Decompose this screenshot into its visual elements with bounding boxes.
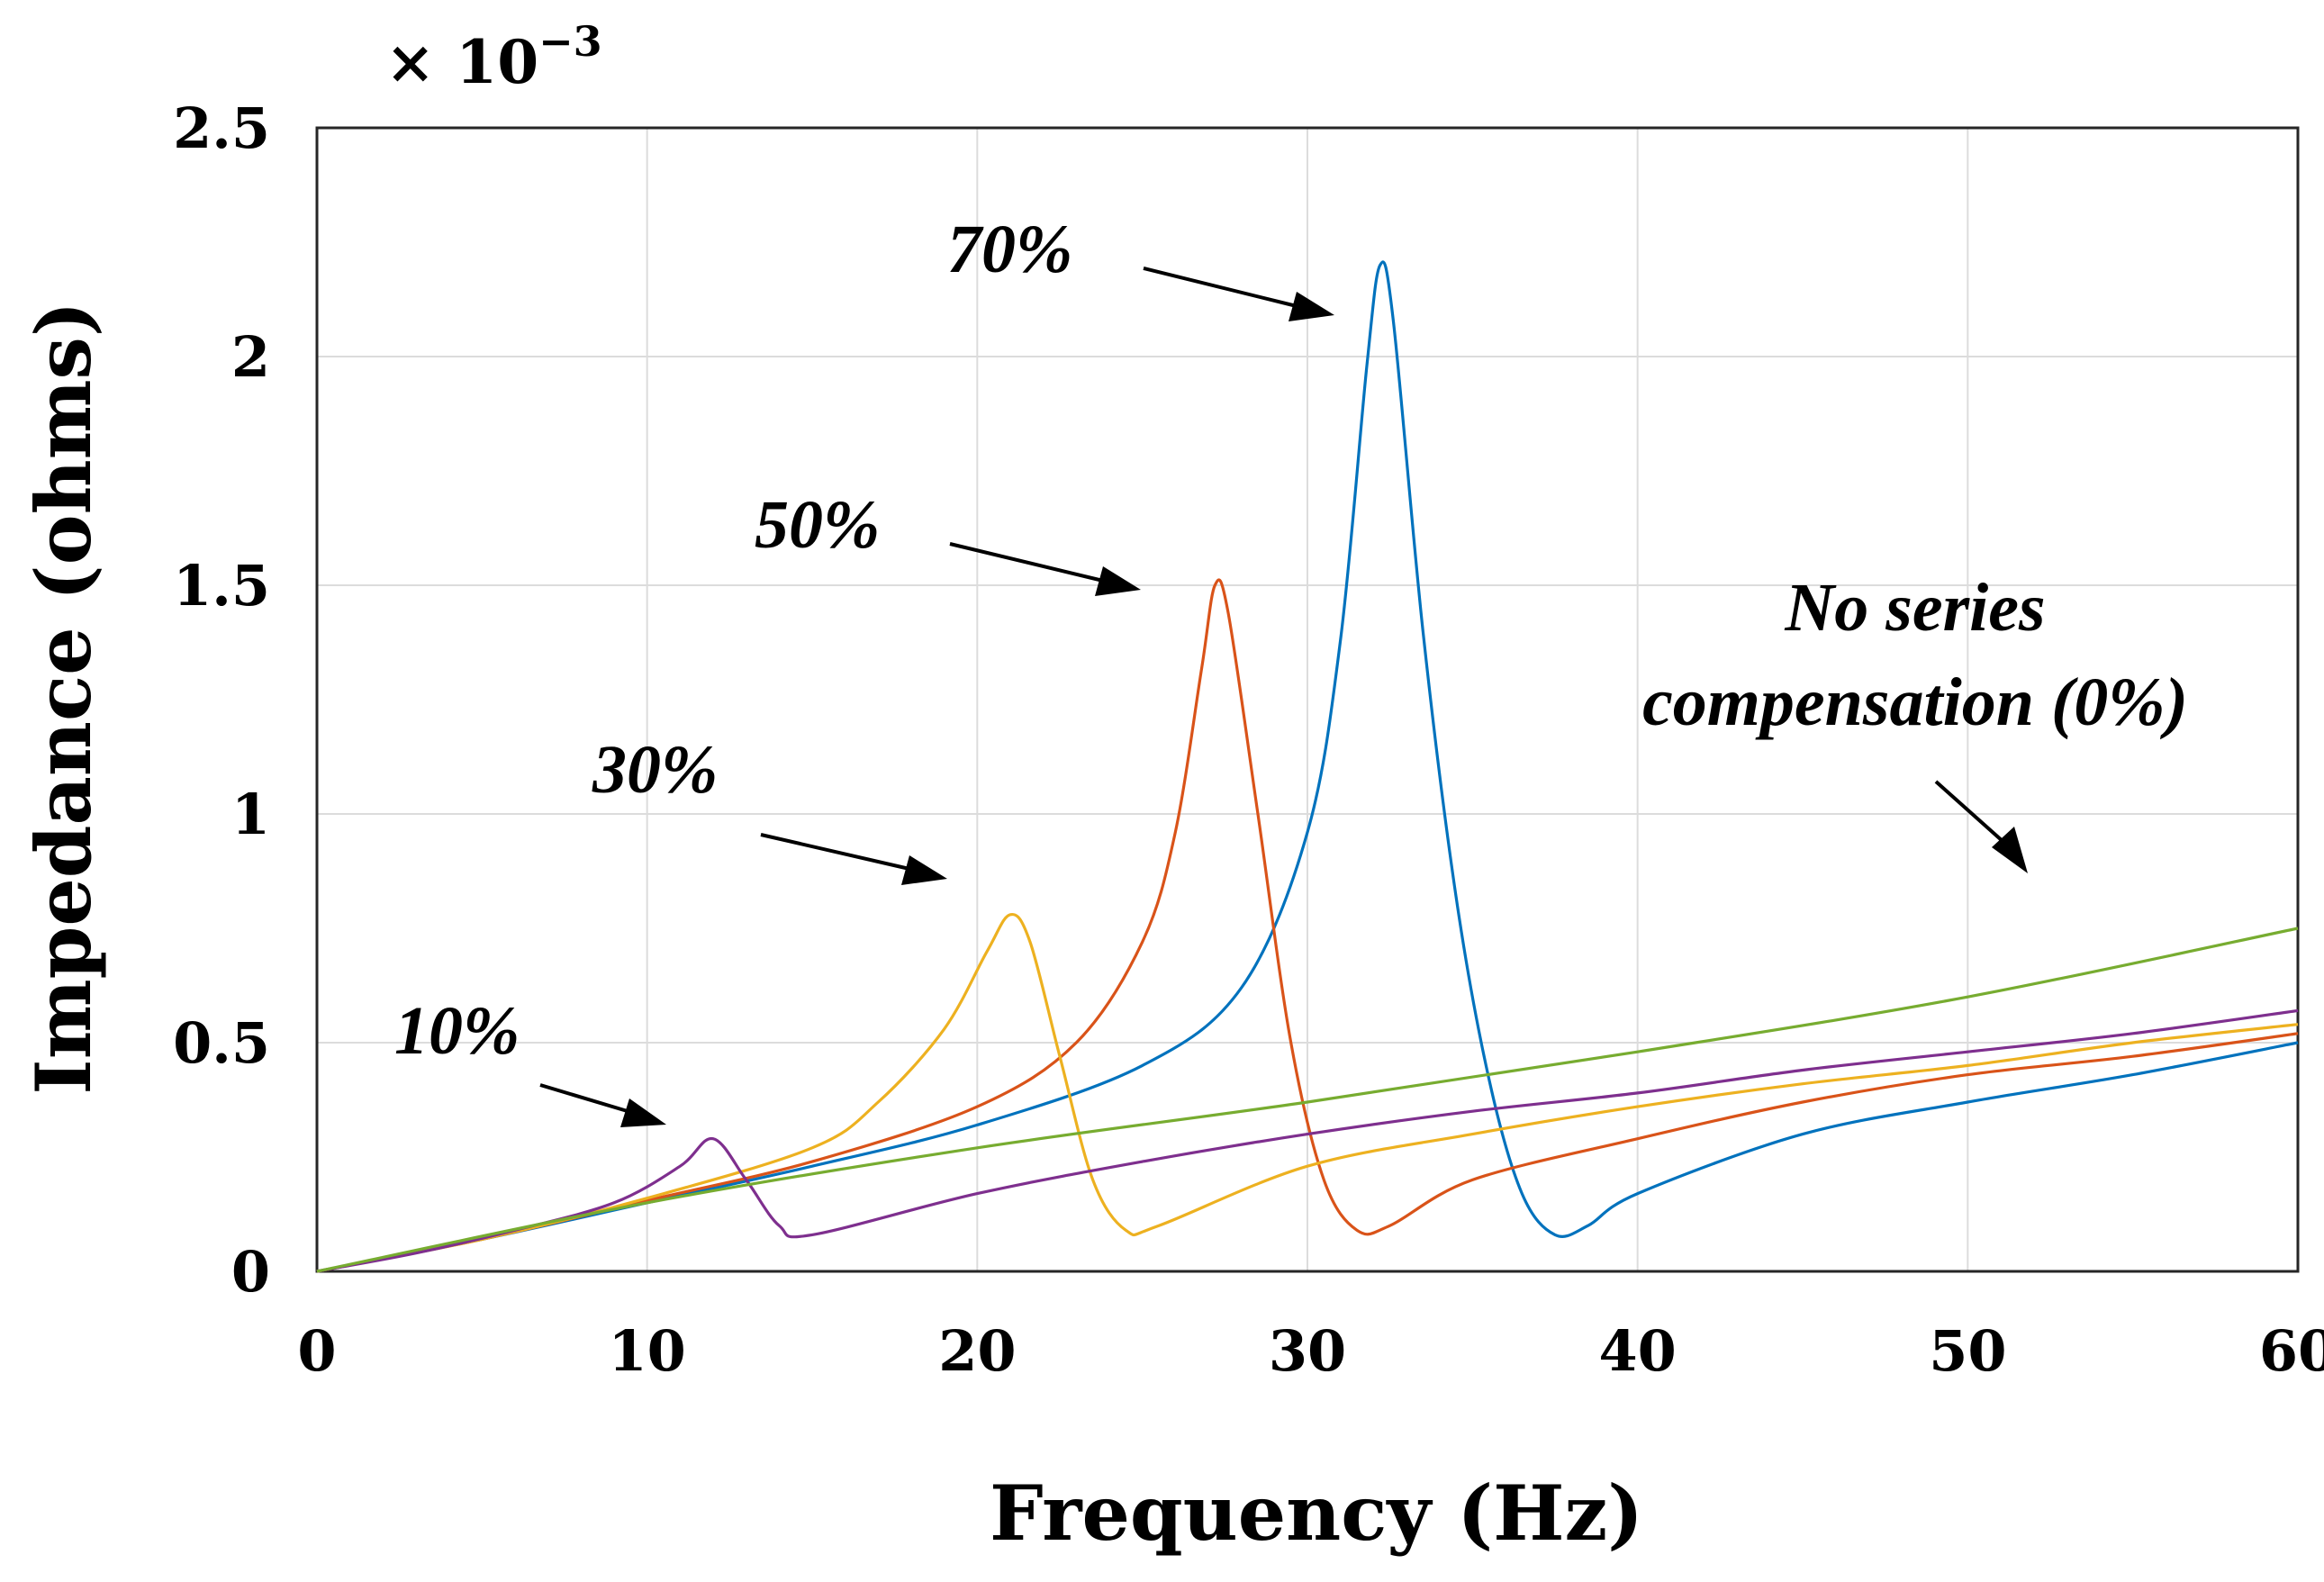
series-line-4 [316,927,2299,1273]
y-tick-label: 1 [231,782,270,847]
x-tick-label: 50 [1929,1318,2006,1384]
annotation-arrowhead-30 [901,855,947,885]
annotation-label-no-compensation-line2: compensation (0%) [1642,664,2188,740]
x-tick-label: 40 [1599,1318,1677,1384]
x-tick-label: 60 [2259,1318,2324,1384]
y-tick-label: 1.5 [173,553,270,619]
annotation-label-70: 70% [947,212,1072,287]
series-line-3 [316,1008,2299,1273]
series-line-0 [316,260,2299,1273]
x-tick-label: 10 [609,1318,686,1384]
annotation-arrowhead-70 [1289,292,1334,321]
y-axis-multiplier-exponent: −3 [538,17,602,66]
annotations: 70% 50% 30% 10% No series compensation (… [394,212,2188,1127]
annotation-arrowhead-50 [1095,566,1141,596]
x-axis-title: Frequency (Hz) [990,1469,1643,1558]
y-axis-title: Impedance (ohms) [19,301,108,1094]
y-tick-label: 0.5 [173,1010,270,1076]
annotation-label-10: 10% [394,993,520,1069]
x-tick-label: 0 [297,1318,336,1384]
series-lines [316,260,2299,1273]
annotation-label-no-compensation-line1: No series [1784,570,2045,646]
y-axis-multiplier: × 10−3 [385,17,602,97]
series-line-2 [316,912,2299,1273]
annotation-arrow-no-compensation [1934,780,2005,844]
y-tick-labels: 0 0.5 1 1.5 2 2.5 [173,95,270,1305]
y-axis-multiplier-base: × 10 [385,27,538,97]
annotation-arrow-30 [760,833,910,871]
axes-box [315,126,2300,1273]
x-tick-label: 30 [1269,1318,1346,1384]
series-line-1 [316,578,2299,1273]
y-tick-label: 0 [231,1239,270,1305]
annotation-label-30: 30% [592,732,718,808]
annotation-arrow-50 [949,542,1104,583]
y-tick-label: 2 [231,324,270,390]
annotation-label-50: 50% [755,487,880,563]
annotation-arrow-70 [1143,267,1298,308]
y-tick-label: 2.5 [173,95,270,161]
annotation-arrowhead-10 [620,1098,666,1127]
annotation-arrow-10 [539,1083,631,1114]
x-tick-labels: 0 10 20 30 40 50 60 [297,1318,2324,1384]
x-tick-label: 20 [938,1318,1016,1384]
annotation-arrowhead-no-compensation [1992,827,2028,873]
